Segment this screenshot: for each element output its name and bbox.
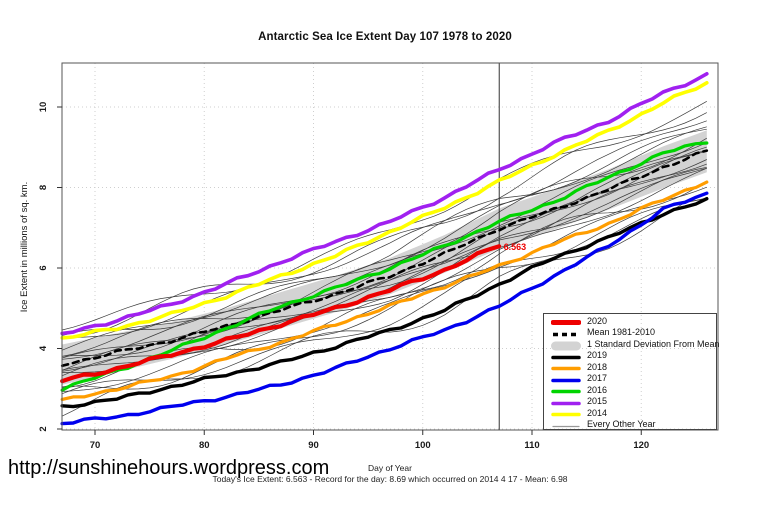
legend-item: 2018: [544, 361, 716, 373]
y-tick-label: 8: [38, 185, 49, 190]
legend-swatch-2018: [551, 361, 581, 372]
plot-border: [61, 62, 719, 431]
legend-label: 1 Standard Deviation From Mean: [587, 338, 720, 349]
legend-swatch-2020: [550, 315, 582, 326]
y-tick-label: 4: [38, 345, 49, 351]
legend-swatch-1-standard-deviation-from-mean: [551, 338, 581, 351]
legend-label: 2020: [587, 315, 608, 326]
series-line-mean-1981-2010: [60, 149, 709, 368]
stats-caption: Today's Ice Extent: 6.563 - Record for t…: [212, 474, 568, 484]
every-other-year-line: [62, 128, 707, 336]
legend-item: Mean 1981-2010: [544, 327, 716, 339]
watermark-url: http://sunshinehours.wordpress.com: [8, 457, 330, 479]
y-tick-label: 2: [38, 426, 49, 431]
legend-item: 2017: [544, 373, 716, 385]
legend-swatch-2014: [551, 407, 581, 418]
legend-swatch-2016: [551, 384, 581, 395]
x-axis-label: Day of Year: [368, 463, 412, 473]
every-other-year-line: [62, 197, 707, 390]
legend-item: Every Other Year: [544, 419, 716, 431]
series-line-2014: [60, 81, 709, 340]
chart-title: Antarctic Sea Ice Extent Day 107 1978 to…: [258, 31, 512, 43]
legend-item: 2019: [544, 350, 716, 362]
every-other-year-line: [62, 100, 707, 331]
series-line-2017: [60, 191, 709, 426]
x-tick-label: 120: [633, 440, 649, 451]
legend-swatch-mean-1981-2010: [551, 327, 581, 338]
legend-swatch-2017: [551, 373, 581, 384]
std-dev-band: [62, 130, 707, 385]
x-tick-label: 80: [199, 440, 210, 451]
y-axis-label: Ice Extent in millions of sq. km.: [19, 182, 30, 312]
series-line-2015: [60, 72, 709, 336]
series-line-2016: [60, 141, 709, 392]
legend-item: 2015: [544, 396, 716, 408]
y-tick-label: 6: [38, 265, 49, 270]
every-other-year-line: [62, 186, 707, 392]
every-other-year-line: [62, 137, 707, 357]
legend-swatch-every-other-year: [551, 419, 581, 430]
every-other-year-line: [62, 112, 707, 339]
legend-label: 2015: [587, 396, 608, 407]
legend-label: 2018: [587, 361, 608, 372]
chart-legend: 2020 Mean 1981-2010 1 Standard Deviation F…: [543, 313, 720, 431]
x-tick-label: 110: [524, 440, 539, 451]
legend-swatch-2015: [551, 396, 581, 407]
series-line-2020: [60, 244, 502, 384]
legend-label: 2017: [587, 373, 608, 384]
legend-item: 1 Standard Deviation From Mean: [544, 338, 720, 351]
legend-label: 2014: [587, 407, 608, 418]
legend-label: 2016: [587, 384, 608, 395]
x-tick-label: 100: [415, 440, 431, 451]
legend-item: 2016: [544, 384, 716, 396]
y-tick-label: 10: [38, 102, 49, 113]
x-tick-label: 90: [308, 440, 319, 451]
legend-item: 2020: [544, 315, 716, 327]
legend-label: 2019: [587, 350, 608, 361]
legend-label: Mean 1981-2010: [587, 327, 656, 338]
legend-label: Every Other Year: [587, 419, 656, 430]
current-extent-annotation: 6.563: [504, 242, 527, 252]
legend-item: 2014: [544, 407, 716, 419]
every-other-year-line: [62, 159, 707, 372]
series-line-2019: [60, 196, 709, 409]
every-other-year-line: [62, 146, 707, 371]
legend-swatch-2019: [551, 350, 581, 361]
every-other-year-line: [62, 126, 707, 351]
plot-area: 6.563 70 80 90 100 110 120 2 4 6 8 10: [38, 62, 719, 451]
every-other-year-line: [62, 120, 707, 339]
series-line-2018: [60, 180, 709, 401]
x-tick-label: 70: [90, 440, 101, 451]
